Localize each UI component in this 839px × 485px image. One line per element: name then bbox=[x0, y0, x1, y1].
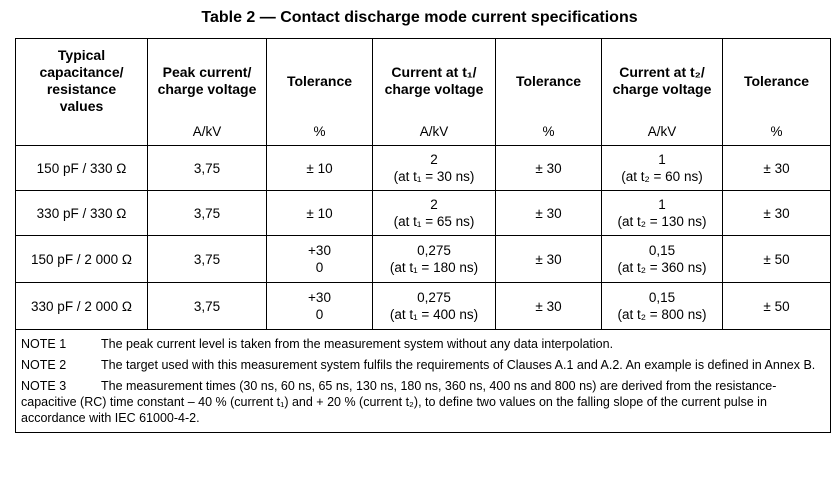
contact-discharge-table: Typical capacitance/resistance values Peak … bbox=[15, 38, 831, 433]
cell-current-t2-line: 0,15 bbox=[648, 243, 676, 258]
cell-tolerance-t2: ± 50 bbox=[722, 282, 831, 330]
header-title-line: charge voltage bbox=[384, 81, 484, 97]
header-title-line: Current at t₁/ bbox=[391, 64, 477, 80]
cell-current-t2-line: (at t₂ = 800 ns) bbox=[617, 307, 707, 322]
table-row: 150 pF / 2 000 Ω 3,75 +30 0 0,275 (at t₁ = 18… bbox=[15, 235, 831, 283]
cell-tolerance-peak-line: +30 bbox=[308, 243, 331, 258]
header-unit: A/kV bbox=[192, 124, 222, 139]
cell-current-t2-line: 1 bbox=[658, 152, 666, 167]
header-title-line: Tolerance bbox=[286, 72, 353, 89]
header-title-line: Current at t₂/ bbox=[619, 64, 705, 80]
note-row: NOTE 3 The measurement times (30 ns, 60 n… bbox=[15, 375, 831, 433]
cell-tolerance-t1: ± 30 bbox=[495, 282, 602, 330]
header-title-line: resistance bbox=[46, 81, 117, 97]
header-title-line: values bbox=[59, 98, 104, 114]
cell-tolerance-t2: ± 30 bbox=[722, 190, 831, 236]
cell-peak-current: 3,75 bbox=[147, 282, 267, 330]
note-text: The measurement times (30 ns, 60 ns, 65 … bbox=[21, 379, 777, 425]
cell-tolerance-peak: ± 10 bbox=[266, 190, 373, 236]
cell-values: 150 pF / 2 000 Ω bbox=[15, 235, 148, 283]
header-title-line: Peak current/ bbox=[162, 64, 252, 80]
cell-peak-current: 3,75 bbox=[147, 190, 267, 236]
header-peak-current: Peak current/charge voltage A/kV bbox=[147, 38, 267, 146]
cell-current-t1: 0,275 (at t₁ = 400 ns) bbox=[372, 282, 496, 330]
cell-current-t1: 2 (at t₁ = 65 ns) bbox=[372, 190, 496, 236]
cell-current-t2: 1 (at t₂ = 130 ns) bbox=[601, 190, 723, 236]
cell-current-t1-line: 2 bbox=[430, 152, 438, 167]
cell-current-t1-line: (at t₁ = 400 ns) bbox=[389, 307, 479, 322]
cell-current-t1: 0,275 (at t₁ = 180 ns) bbox=[372, 235, 496, 283]
header-current-t1: Current at t₁/charge voltage A/kV bbox=[372, 38, 496, 146]
note-cell: NOTE 2 The target used with this measurem… bbox=[15, 354, 831, 375]
header-title-line: Tolerance bbox=[743, 72, 810, 89]
note-row: NOTE 1 The peak current level is taken fr… bbox=[15, 329, 831, 354]
note-label: NOTE 2 bbox=[21, 358, 67, 372]
note-text: The target used with this measurement sy… bbox=[101, 358, 816, 372]
cell-tolerance-t1: ± 30 bbox=[495, 235, 602, 283]
header-title-line: charge voltage bbox=[157, 81, 257, 97]
cell-current-t1-line: (at t₁ = 30 ns) bbox=[393, 169, 475, 184]
cell-tolerance-t1: ± 30 bbox=[495, 190, 602, 236]
header-tolerance-t2: Tolerance% bbox=[722, 38, 831, 146]
cell-values: 150 pF / 330 Ω bbox=[15, 145, 148, 191]
cell-current-t2-line: (at t₂ = 60 ns) bbox=[621, 169, 703, 184]
cell-values: 330 pF / 330 Ω bbox=[15, 190, 148, 236]
cell-peak-current: 3,75 bbox=[147, 145, 267, 191]
cell-tolerance-peak-line: +30 bbox=[308, 290, 331, 305]
header-values: Typical capacitance/resistance values bbox=[15, 38, 148, 146]
cell-tolerance-peak: ± 10 bbox=[266, 145, 373, 191]
table-row: 330 pF / 2 000 Ω 3,75 +30 0 0,275 (at t₁ = 40… bbox=[15, 282, 831, 330]
table-caption: Table 2 — Contact discharge mode current… bbox=[201, 9, 638, 26]
note-cell: NOTE 1 The peak current level is taken fr… bbox=[15, 329, 831, 354]
cell-tolerance-peak-line: ± 10 bbox=[306, 160, 333, 176]
cell-peak-current: 3,75 bbox=[147, 235, 267, 283]
header-row: Typical capacitance/resistance values Peak … bbox=[15, 38, 831, 146]
note-row: NOTE 2 The target used with this measurem… bbox=[15, 354, 831, 375]
cell-current-t1-line: 0,275 bbox=[417, 290, 451, 305]
header-unit: % bbox=[770, 124, 783, 139]
cell-tolerance-peak: +30 0 bbox=[266, 235, 373, 283]
cell-tolerance-t2: ± 50 bbox=[722, 235, 831, 283]
header-unit: A/kV bbox=[419, 124, 449, 139]
cell-tolerance-t2: ± 30 bbox=[722, 145, 831, 191]
cell-current-t2: 1 (at t₂ = 60 ns) bbox=[601, 145, 723, 191]
cell-tolerance-peak: +30 0 bbox=[266, 282, 373, 330]
cell-values: 330 pF / 2 000 Ω bbox=[15, 282, 148, 330]
table-row: 330 pF / 330 Ω 3,75 ± 10 2 (at t₁ = 65 ns) ± … bbox=[15, 190, 831, 236]
cell-current-t2-line: (at t₂ = 360 ns) bbox=[617, 260, 707, 275]
cell-tolerance-peak-line: 0 bbox=[315, 260, 324, 275]
header-title-line: Typical bbox=[57, 47, 106, 63]
cell-tolerance-peak-line: 0 bbox=[315, 307, 324, 322]
header-title-line: capacitance/ bbox=[39, 64, 124, 80]
cell-current-t2-line: 0,15 bbox=[648, 290, 676, 305]
cell-current-t2-line: 1 bbox=[658, 197, 666, 212]
cell-current-t2: 0,15 (at t₂ = 360 ns) bbox=[601, 235, 723, 283]
cell-current-t1-line: (at t₁ = 65 ns) bbox=[393, 214, 475, 229]
cell-tolerance-peak-line: ± 10 bbox=[306, 205, 333, 221]
cell-current-t2-line: (at t₂ = 130 ns) bbox=[617, 214, 707, 229]
header-current-t2: Current at t₂/charge voltage A/kV bbox=[601, 38, 723, 146]
note-cell: NOTE 3 The measurement times (30 ns, 60 n… bbox=[15, 375, 831, 433]
header-title-line: charge voltage bbox=[612, 81, 712, 97]
cell-current-t1: 2 (at t₁ = 30 ns) bbox=[372, 145, 496, 191]
cell-current-t2: 0,15 (at t₂ = 800 ns) bbox=[601, 282, 723, 330]
header-tolerance-peak: Tolerance% bbox=[266, 38, 373, 146]
header-title-line: Tolerance bbox=[515, 72, 582, 89]
note-label: NOTE 3 bbox=[21, 379, 67, 393]
header-tolerance-t1: Tolerance% bbox=[495, 38, 602, 146]
cell-current-t1-line: 0,275 bbox=[417, 243, 451, 258]
table-row: 150 pF / 330 Ω 3,75 ± 10 2 (at t₁ = 30 ns) ± … bbox=[15, 145, 831, 191]
cell-tolerance-t1: ± 30 bbox=[495, 145, 602, 191]
header-unit: A/kV bbox=[647, 124, 677, 139]
header-unit: % bbox=[313, 124, 326, 139]
note-text: The peak current level is taken from the… bbox=[101, 337, 614, 351]
cell-current-t1-line: 2 bbox=[430, 197, 438, 212]
note-label: NOTE 1 bbox=[21, 337, 67, 351]
cell-current-t1-line: (at t₁ = 180 ns) bbox=[389, 260, 479, 275]
header-unit: % bbox=[542, 124, 555, 139]
